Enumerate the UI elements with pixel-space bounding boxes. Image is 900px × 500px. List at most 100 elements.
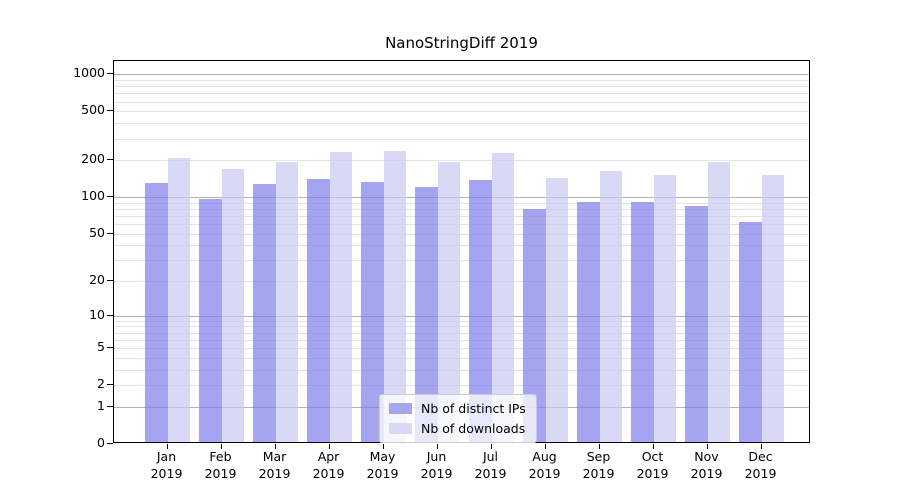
y-tick-label: 500 [81, 102, 105, 118]
gridline-minor [114, 123, 809, 125]
y-tick-mark [107, 384, 113, 386]
x-tick-label-jan: Jan 2019 [150, 449, 183, 481]
gridline-major [114, 197, 809, 198]
y-tick-mark [107, 405, 113, 407]
bar-downloads-dec [761, 174, 784, 442]
bar-downloads-oct [653, 175, 676, 442]
y-tick-label: 50 [89, 224, 105, 240]
x-tick-mark [382, 444, 384, 449]
y-tick-mark [107, 347, 113, 349]
legend-swatch-distinct-ips [389, 403, 412, 414]
x-tick-label-oct: Oct 2019 [636, 449, 669, 481]
y-tick-mark [107, 314, 113, 316]
y-tick-mark [107, 110, 113, 112]
y-tick-mark [107, 73, 113, 75]
bar-distinct-ips-mar [252, 184, 276, 442]
gridline-minor [114, 339, 809, 341]
legend: Nb of distinct IPs Nb of downloads [379, 394, 537, 443]
legend-item-downloads: Nb of downloads [389, 421, 526, 436]
gridline-minor [114, 101, 809, 103]
bar-distinct-ips-feb [198, 198, 222, 442]
x-tick-label-dec: Dec 2019 [744, 449, 777, 481]
bar-distinct-ips-aug [522, 208, 546, 442]
x-tick-mark [220, 444, 222, 449]
x-tick-label-jun: Jun 2019 [420, 449, 453, 481]
x-tick-label-jul: Jul 2019 [474, 449, 507, 481]
plot-area: Nb of distinct IPs Nb of downloads [113, 60, 810, 443]
gridline-minor [114, 260, 809, 262]
gridline [114, 385, 809, 387]
x-tick-mark [544, 444, 546, 449]
y-tick-label: 10 [89, 306, 105, 322]
gridline [114, 348, 809, 350]
bar-distinct-ips-jan [144, 183, 168, 442]
y-tick-label: 1000 [73, 65, 105, 81]
y-tick-mark [107, 159, 113, 161]
x-tick-mark [166, 444, 168, 449]
x-tick-mark [760, 444, 762, 449]
x-tick-mark [598, 444, 600, 449]
bar-downloads-apr [329, 151, 352, 442]
y-tick-label: 5 [97, 339, 105, 355]
bar-distinct-ips-nov [684, 206, 708, 442]
gridline-minor [114, 215, 809, 217]
gridline-minor [114, 86, 809, 88]
bar-distinct-ips-sep [576, 201, 600, 442]
bar-distinct-ips-dec [738, 222, 762, 442]
bar-downloads-nov [707, 162, 730, 442]
y-tick-label: 2 [97, 376, 105, 392]
gridline-minor [114, 93, 809, 95]
gridline-minor [114, 138, 809, 140]
gridline-minor [114, 320, 809, 322]
x-tick-mark [274, 444, 276, 449]
x-tick-mark [328, 444, 330, 449]
legend-label-downloads: Nb of downloads [421, 421, 526, 436]
y-tick-mark [107, 280, 113, 281]
gridline [114, 111, 809, 113]
bar-downloads-may [383, 150, 406, 442]
y-tick-label: 20 [89, 272, 105, 287]
bar-downloads-jun [437, 162, 460, 442]
bar-distinct-ips-apr [306, 179, 330, 442]
bar-downloads-mar [275, 162, 298, 442]
bar-downloads-jan [167, 157, 190, 442]
x-tick-label-nov: Nov 2019 [690, 449, 723, 481]
bar-downloads-aug [545, 177, 568, 442]
gridline-major [114, 74, 809, 76]
x-tick-label-aug: Aug 2019 [528, 449, 561, 481]
gridline-minor [114, 245, 809, 247]
y-tick-mark [107, 232, 113, 234]
x-tick-label-mar: Mar 2019 [258, 449, 291, 481]
y-tick-label: 200 [81, 151, 105, 167]
y-tick-label: 100 [81, 188, 105, 203]
x-tick-label-may: May 2019 [366, 449, 399, 481]
x-tick-mark [706, 444, 708, 449]
gridline [114, 233, 809, 235]
x-tick-label-feb: Feb 2019 [204, 449, 237, 481]
bar-downloads-feb [221, 168, 244, 442]
gridline-minor [114, 208, 809, 210]
x-tick-mark [436, 444, 438, 449]
x-tick-mark [652, 444, 654, 449]
gridline-major [114, 315, 809, 317]
bar-distinct-ips-may [360, 181, 384, 442]
gridline-minor [114, 326, 809, 328]
y-tick-label: 0 [97, 435, 105, 450]
legend-swatch-downloads [389, 423, 412, 434]
y-tick-mark [107, 196, 113, 197]
x-tick-mark [490, 444, 492, 449]
gridline-minor [114, 332, 809, 334]
y-tick-mark [107, 443, 113, 444]
bar-distinct-ips-jul [468, 180, 492, 442]
chart-title: NanoStringDiff 2019 [385, 34, 538, 52]
gridline-minor [114, 79, 809, 81]
y-tick-label: 1 [97, 397, 105, 413]
bar-downloads-jul [491, 153, 514, 442]
x-tick-label-apr: Apr 2019 [312, 449, 345, 481]
gridline-minor [114, 224, 809, 225]
gridline-minor [114, 357, 809, 359]
bar-distinct-ips-jun [414, 187, 438, 442]
gridline [114, 160, 809, 162]
bar-distinct-ips-oct [630, 201, 654, 442]
